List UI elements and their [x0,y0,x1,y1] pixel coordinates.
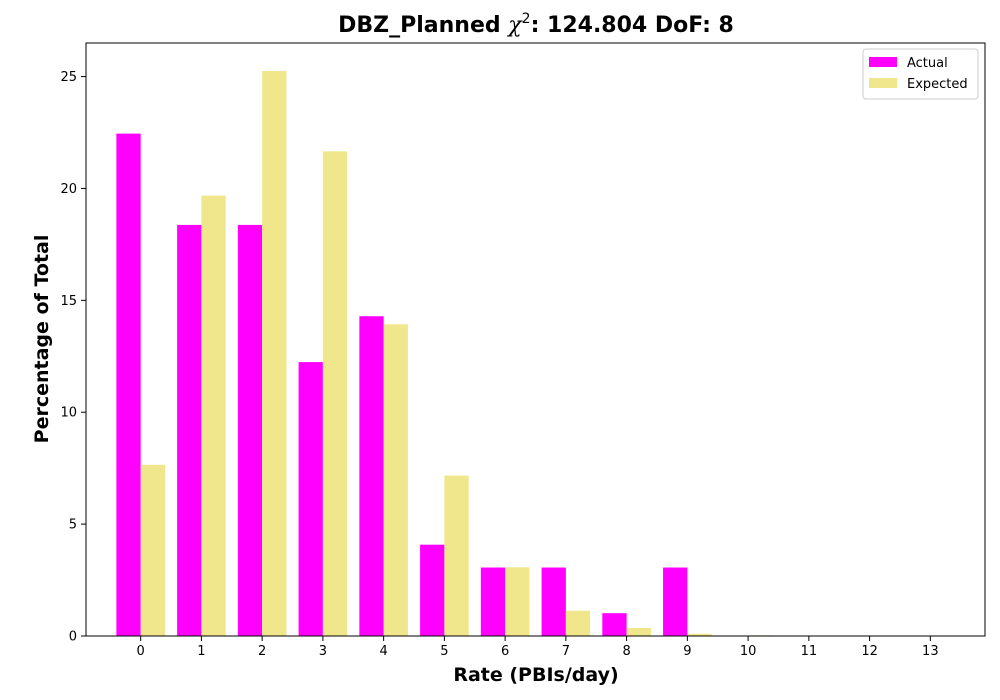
x-tick-label-3: 3 [319,644,327,659]
chart-title-chi-symbol: χ [506,13,523,38]
x-tick-label-12: 12 [861,644,878,659]
chart-title: DBZ_Planned χ2: 124.804 DoF: 8 [338,11,734,38]
x-tick-label-5: 5 [440,644,448,659]
bar-expected-1 [201,195,226,636]
chart-title-exponent: 2 [522,11,531,27]
chart-title-prefix: DBZ_Planned [338,13,508,38]
bar-actual-4 [359,316,384,636]
y-tick-label-0: 0 [69,630,77,645]
legend-label-expected: Expected [907,77,968,92]
bar-expected-5 [444,475,469,636]
bar-expected-0 [140,464,165,636]
bar-actual-0 [116,133,141,636]
x-tick-label-7: 7 [562,644,570,659]
x-axis-ticks: 0 1 2 3 4 5 6 7 8 9 10 11 12 13 [137,636,939,659]
bar-expected-8 [626,627,651,636]
bar-expected-2 [262,70,287,637]
legend-label-actual: Actual [907,56,948,71]
x-tick-label-13: 13 [922,644,939,659]
bars-group [116,70,834,637]
bar-actual-6 [480,567,506,636]
y-tick-label-20: 20 [60,182,77,197]
x-tick-label-10: 10 [740,644,757,659]
bar-actual-8 [602,613,627,636]
y-tick-label-25: 25 [60,70,77,85]
legend: Actual Expected [862,48,979,100]
bar-actual-1 [177,224,202,636]
y-axis-label: Percentage of Total [31,235,53,444]
y-tick-label-15: 15 [60,294,77,309]
bar-actual-7 [541,567,566,636]
y-axis-ticks: 0 5 10 15 20 25 [60,70,86,645]
y-tick-label-10: 10 [60,406,77,421]
legend-swatch-actual [869,57,897,67]
legend-swatch-expected [869,78,897,88]
bar-expected-4 [383,324,408,636]
bar-expected-9 [687,633,712,636]
x-tick-label-4: 4 [380,644,388,659]
x-tick-label-9: 9 [683,644,691,659]
bar-actual-2 [237,224,263,636]
x-axis-label: Rate (PBIs/day) [453,664,618,686]
bar-expected-6 [505,567,530,636]
bar-actual-9 [663,567,688,636]
bar-actual-3 [298,362,323,636]
plot-frame [85,42,986,637]
y-tick-label-5: 5 [69,518,77,533]
bar-actual-5 [420,544,445,636]
x-tick-label-8: 8 [622,644,630,659]
x-tick-label-6: 6 [501,644,509,659]
x-tick-label-2: 2 [258,644,266,659]
bar-expected-7 [565,610,591,636]
chart-title-suffix: : 124.804 DoF: 8 [531,13,734,38]
x-tick-label-0: 0 [137,644,145,659]
x-tick-label-11: 11 [801,644,818,659]
x-tick-label-1: 1 [197,644,205,659]
bar-expected-3 [322,151,348,637]
